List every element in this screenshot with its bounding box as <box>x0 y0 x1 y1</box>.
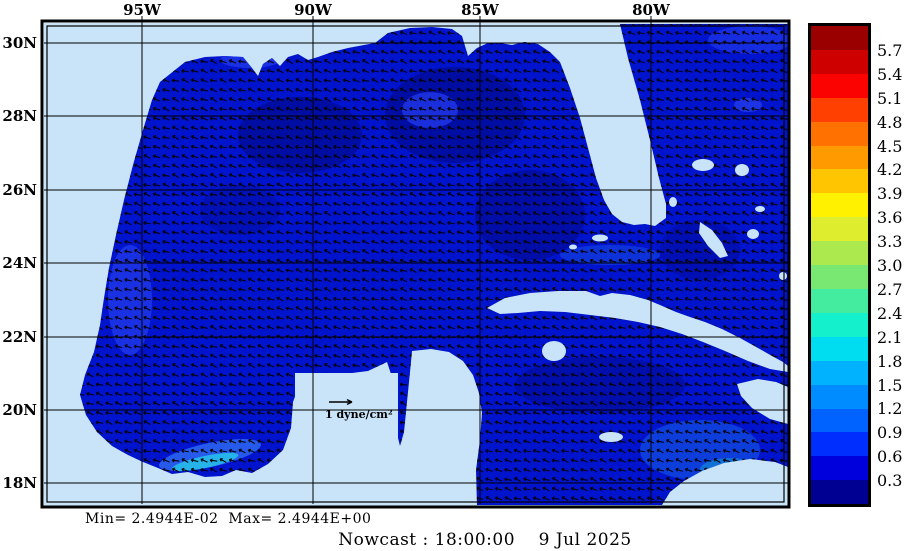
caption: Nowcast : 18:00:00 9 Jul 2025 <box>338 530 632 550</box>
land-florida-keys <box>592 234 608 242</box>
colorbar-segment <box>811 336 868 361</box>
colorbar-segment <box>811 73 868 98</box>
colorbar-segment <box>811 360 868 385</box>
colorbar-segment <box>811 121 868 146</box>
colorbar-segment <box>811 480 868 505</box>
land-honduras <box>662 459 788 505</box>
colorbar-segment <box>811 432 868 457</box>
land-florida-keys <box>569 244 577 250</box>
colorbar-tick-label: 4.8 <box>877 112 903 132</box>
plot-frame-outer <box>40 19 791 509</box>
left-axis-tick-label: 30N <box>2 34 37 52</box>
land-bahamas <box>692 159 714 171</box>
land-bahamas <box>747 229 759 239</box>
colorbar-tick-label: 1.2 <box>877 399 903 419</box>
land-andros <box>699 222 728 258</box>
colorbar-segment <box>811 49 868 74</box>
land-jamaica <box>599 432 623 442</box>
colorbar-tick-label: 3.3 <box>877 232 903 252</box>
top-axis-tick-label: 80W <box>632 1 670 19</box>
colorbar-segment <box>811 456 868 481</box>
reference-vector-label: 1 dyne/cm² <box>325 408 393 421</box>
colorbar-tick-label: 1.8 <box>877 351 903 371</box>
left-axis-tick-label: 28N <box>2 107 37 125</box>
land-bahamas <box>669 197 677 207</box>
reference-vector-arrow <box>329 398 353 406</box>
colorbar-segment <box>811 265 868 289</box>
colorbar-segment <box>811 97 868 122</box>
left-axis-tick-label: 22N <box>2 328 37 346</box>
top-axis-tick-label: 90W <box>294 1 332 19</box>
left-axis-tick-label: 20N <box>2 401 37 419</box>
colorbar-segment <box>811 312 868 337</box>
left-axis-tick-label: 24N <box>2 254 37 272</box>
left-axis-tick-label: 26N <box>2 181 37 199</box>
land-bahamas <box>735 164 749 176</box>
colorbar-tick-label: 3.9 <box>877 184 903 204</box>
top-axis-tick-label: 95W <box>123 1 161 19</box>
colorbar-segment <box>811 241 868 266</box>
land-hispaniola <box>737 379 788 424</box>
colorbar-tick-label: 3.6 <box>877 208 903 228</box>
colorbar-tick-label: 2.4 <box>877 303 903 323</box>
colorbar-segment <box>811 193 868 218</box>
colorbar-tick-label: 2.1 <box>877 327 903 347</box>
colorbar-segment <box>811 288 868 313</box>
colorbar-segment <box>811 217 868 242</box>
colorbar-tick-label: 2.7 <box>877 279 903 299</box>
colorbar-tick-label: 3.0 <box>877 256 903 275</box>
plot-frame-inner <box>46 25 785 503</box>
colorbar-tick-label: 0.9 <box>877 423 903 443</box>
left-axis-tick-label: 18N <box>2 474 37 492</box>
colorbar-tick-label: 1.5 <box>877 375 903 395</box>
colorbar-segment <box>811 408 868 433</box>
stats-line: Min= 2.4944E-02 Max= 2.4944E+00 <box>85 511 372 527</box>
land-bahamas <box>755 206 765 212</box>
land-isle-of-youth <box>542 341 566 361</box>
colorbar-tick-label: 4.2 <box>877 160 903 180</box>
colorbar-tick-label: 5.4 <box>877 64 903 84</box>
land-cuba <box>487 291 788 372</box>
colorbar-tick-label: 5.1 <box>877 88 903 108</box>
colorbar-tick-label: 0.3 <box>877 471 903 491</box>
colorbar-tick-label: 0.6 <box>877 447 903 467</box>
colorbar-segment <box>811 145 868 170</box>
grid-lines <box>44 16 788 504</box>
top-axis-tick-label: 85W <box>461 1 499 19</box>
colorbar <box>808 23 871 507</box>
land-bahamas <box>779 272 787 280</box>
colorbar-segment <box>811 169 868 194</box>
colorbar-tick-label: 4.5 <box>877 136 903 156</box>
colorbar-tick-label: 5.7 <box>877 40 903 60</box>
colorbar-segment <box>811 384 868 409</box>
colorbar-segment <box>811 26 868 50</box>
